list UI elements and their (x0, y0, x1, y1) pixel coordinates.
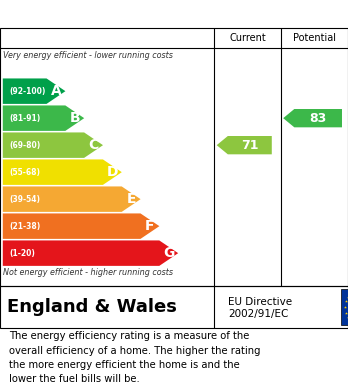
Text: EU Directive: EU Directive (228, 297, 292, 307)
Text: England & Wales: England & Wales (7, 298, 177, 316)
Text: G: G (163, 246, 174, 260)
Polygon shape (217, 136, 272, 154)
Text: B: B (70, 111, 80, 125)
Text: 2002/91/EC: 2002/91/EC (228, 309, 288, 319)
Bar (341, 289, 348, 325)
Text: The energy efficiency rating is a measure of the
overall efficiency of a home. T: The energy efficiency rating is a measur… (9, 331, 260, 384)
Text: 71: 71 (241, 139, 259, 152)
Text: 83: 83 (309, 112, 327, 125)
Polygon shape (3, 106, 84, 131)
Text: Energy Efficiency Rating: Energy Efficiency Rating (9, 7, 219, 22)
Text: D: D (106, 165, 118, 179)
Text: (21-38): (21-38) (9, 222, 40, 231)
Polygon shape (3, 133, 103, 158)
Polygon shape (3, 187, 141, 212)
Text: F: F (145, 219, 155, 233)
Polygon shape (283, 109, 342, 127)
Text: (39-54): (39-54) (9, 195, 40, 204)
Text: (81-91): (81-91) (9, 114, 40, 123)
Text: (92-100): (92-100) (9, 87, 46, 96)
Text: (69-80): (69-80) (9, 141, 40, 150)
Text: Not energy efficient - higher running costs: Not energy efficient - higher running co… (3, 268, 174, 277)
Polygon shape (3, 213, 159, 239)
Polygon shape (3, 240, 178, 266)
Text: Potential: Potential (293, 33, 336, 43)
Polygon shape (3, 79, 65, 104)
Text: (55-68): (55-68) (9, 168, 40, 177)
Polygon shape (3, 160, 122, 185)
Text: Very energy efficient - lower running costs: Very energy efficient - lower running co… (3, 50, 173, 59)
Text: E: E (126, 192, 136, 206)
Text: C: C (88, 138, 99, 152)
Text: (1-20): (1-20) (9, 249, 35, 258)
Text: A: A (50, 84, 61, 98)
Text: Current: Current (229, 33, 266, 43)
